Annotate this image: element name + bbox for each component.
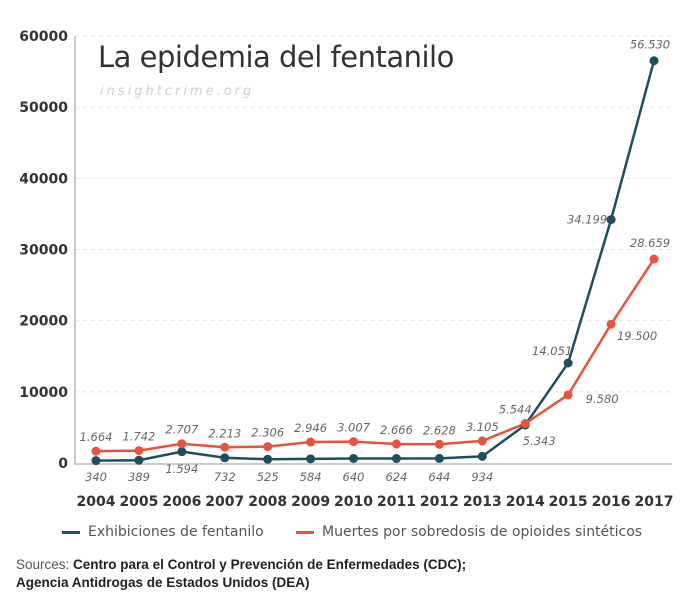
data-point-0	[91, 456, 101, 466]
x-tick-label: 2010	[334, 494, 373, 510]
legend-item-exhibiciones: Exhibiciones de fentanilo	[62, 524, 264, 540]
data-point-1	[134, 446, 144, 456]
data-label-exhibiciones: 525	[257, 470, 279, 484]
data-label-exhibiciones: 34.199	[567, 213, 607, 227]
x-tick-label: 2012	[420, 494, 459, 510]
x-tick-label: 2005	[119, 494, 158, 510]
data-label-exhibiciones: 584	[300, 470, 322, 484]
data-label-muertes: 2.707	[165, 423, 199, 437]
data-label-exhibiciones: 644	[428, 470, 450, 484]
data-label-exhibiciones: 1.594	[165, 462, 198, 476]
data-point-0	[649, 56, 659, 66]
data-label-exhibiciones: 340	[85, 470, 107, 484]
data-label-exhibiciones: 5.343	[523, 434, 556, 448]
legend-label-exhibiciones: Exhibiciones de fentanilo	[88, 524, 264, 540]
x-tick-label: 2017	[635, 494, 674, 510]
data-label-exhibiciones: 640	[343, 470, 365, 484]
x-tick-label: 2016	[592, 494, 631, 510]
data-label-muertes: 1.742	[122, 430, 155, 444]
legend-swatch-exhibiciones	[62, 530, 80, 534]
x-tick-label: 2004	[77, 494, 116, 510]
y-tick-label: 50000	[19, 100, 68, 116]
data-point-1	[520, 419, 530, 429]
data-label-exhibiciones: 732	[214, 470, 236, 484]
y-tick-label: 0	[58, 456, 68, 472]
data-point-0	[606, 215, 616, 225]
data-point-0	[263, 454, 273, 464]
data-point-1	[306, 437, 316, 447]
data-point-0	[220, 453, 230, 463]
data-point-1	[434, 439, 444, 449]
y-tick-label: 20000	[19, 314, 68, 330]
data-point-1	[349, 437, 359, 447]
data-label-exhibiciones: 14.051	[532, 344, 572, 358]
data-point-1	[649, 254, 659, 264]
data-point-1	[263, 442, 273, 452]
data-point-0	[434, 453, 444, 463]
data-label-muertes: 2.666	[380, 423, 413, 437]
data-point-0	[177, 447, 187, 457]
chart-title: La epidemia del fentanilo	[98, 40, 454, 74]
data-label-muertes: 9.580	[586, 392, 619, 406]
data-point-1	[477, 436, 487, 446]
data-label-muertes: 2.628	[423, 423, 456, 437]
x-tick-label: 2013	[463, 494, 502, 510]
data-label-muertes: 2.946	[294, 421, 327, 435]
data-label-muertes: 5.544	[499, 403, 532, 417]
x-tick-label: 2015	[549, 494, 588, 510]
y-tick-label: 60000	[19, 29, 68, 45]
data-point-1	[563, 390, 573, 400]
sources-line-2: Agencia Antidrogas de Estados Unidos (DE…	[16, 575, 310, 590]
series-line-1	[95, 258, 656, 453]
data-label-muertes: 3.007	[337, 421, 371, 435]
data-point-1	[220, 442, 230, 452]
sources-label: Sources:	[16, 557, 70, 572]
data-label-exhibiciones: 624	[385, 470, 407, 484]
y-tick-label: 40000	[19, 171, 68, 187]
data-label-muertes: 28.659	[630, 236, 670, 250]
data-point-0	[563, 358, 573, 368]
chart-subtitle: insightcrime.org	[100, 84, 255, 99]
data-label-exhibiciones: 56.530	[630, 38, 670, 52]
data-label-muertes: 2.306	[251, 426, 284, 440]
data-point-0	[134, 455, 144, 465]
series-line-0	[95, 60, 656, 462]
x-tick-label: 2014	[506, 494, 545, 510]
x-tick-label: 2008	[248, 494, 287, 510]
y-tick-label: 30000	[19, 243, 68, 259]
data-point-0	[477, 451, 487, 461]
data-point-0	[391, 454, 401, 464]
data-point-1	[177, 439, 187, 449]
legend-label-muertes: Muertes por sobredosis de opioides sinté…	[322, 524, 643, 540]
legend-swatch-muertes	[296, 530, 314, 534]
data-label-exhibiciones: 934	[471, 470, 493, 484]
x-tick-label: 2006	[162, 494, 201, 510]
y-tick-label: 10000	[19, 385, 68, 401]
data-label-exhibiciones: 389	[128, 470, 150, 484]
x-tick-label: 2007	[205, 494, 244, 510]
sources-note: Sources: Centro para el Control y Preven…	[16, 556, 466, 592]
legend-item-muertes: Muertes por sobredosis de opioides sinté…	[296, 524, 642, 540]
data-label-muertes: 2.213	[208, 426, 241, 440]
x-tick-label: 2009	[291, 494, 330, 510]
x-tick-label: 2011	[377, 494, 416, 510]
data-point-1	[606, 319, 616, 329]
data-point-0	[349, 453, 359, 463]
sources-line-1: Centro para el Control y Prevención de E…	[73, 557, 467, 572]
data-point-1	[391, 439, 401, 449]
data-label-muertes: 1.664	[80, 430, 113, 444]
data-label-muertes: 19.500	[617, 329, 657, 343]
data-point-1	[91, 446, 101, 456]
data-label-muertes: 3.105	[466, 420, 499, 434]
data-point-0	[306, 454, 316, 464]
